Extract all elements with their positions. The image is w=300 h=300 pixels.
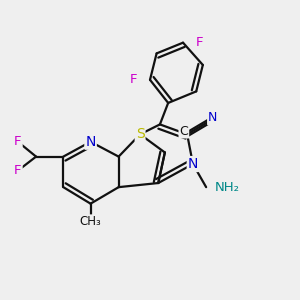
Text: N: N <box>208 111 218 124</box>
Text: F: F <box>14 135 22 148</box>
Text: NH₂: NH₂ <box>214 181 239 194</box>
Text: N: N <box>85 135 96 149</box>
Text: F: F <box>14 164 22 177</box>
Text: F: F <box>129 73 137 86</box>
Text: S: S <box>136 127 145 141</box>
Text: F: F <box>196 36 204 49</box>
Text: N: N <box>188 157 198 171</box>
Text: C: C <box>179 124 188 137</box>
Text: CH₃: CH₃ <box>80 215 101 228</box>
